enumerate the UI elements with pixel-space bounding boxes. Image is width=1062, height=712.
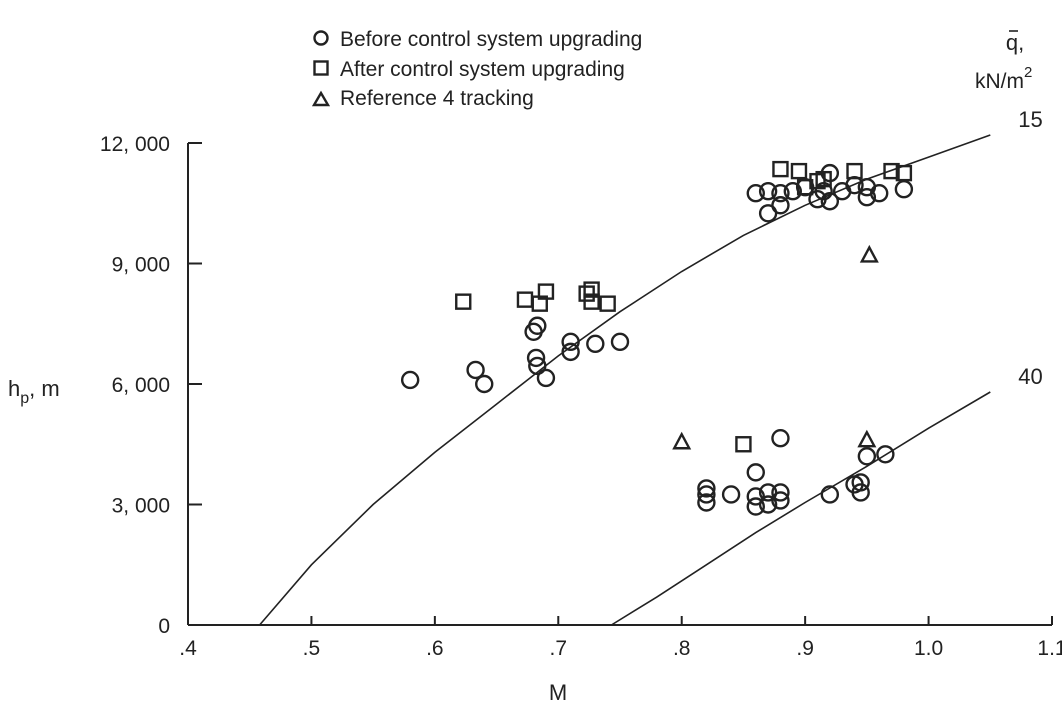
y-tick-label: 3, 000: [112, 495, 170, 518]
legend: Before control system upgrading After co…: [311, 28, 642, 110]
circle-marker: [783, 181, 802, 201]
y-tick-label: 0: [158, 615, 170, 638]
circle-marker: [610, 332, 630, 352]
circle-marker: [758, 181, 778, 201]
circle-marker: [475, 374, 494, 394]
circle-marker: [536, 368, 556, 388]
x-tick-label: .9: [796, 637, 814, 660]
x-tick-label: .4: [179, 637, 197, 660]
triangle-marker: [859, 244, 879, 263]
curve-label-15: 15: [1018, 107, 1042, 132]
circle-marker: [771, 196, 790, 215]
triangle-marker: [857, 429, 877, 448]
square-marker: [815, 170, 832, 188]
circle-marker: [561, 332, 580, 352]
circle-marker: [771, 184, 790, 203]
y-axis-title: hp, m: [8, 376, 60, 407]
circle-marker: [526, 348, 546, 368]
data-markers: [400, 160, 914, 516]
square-marker: [846, 162, 863, 180]
square-marker: [599, 295, 616, 312]
triangle-marker: [672, 431, 692, 450]
circle-marker: [876, 445, 895, 464]
x-axis-title: M: [549, 680, 567, 705]
legend-circle-marker: [313, 30, 329, 46]
circle-marker: [870, 184, 889, 203]
curve-q-40: [610, 391, 991, 626]
axes: .4 .5 .6 .7 .8 .9 1.0 1.1 0 3, 000 6, 000 9, 000 12,…: [100, 133, 1062, 660]
x-tick-label: 1.1: [1037, 637, 1062, 660]
circle-marker: [771, 429, 790, 448]
x-tick-label: .6: [426, 637, 444, 660]
circle-marker: [758, 495, 778, 514]
circle-marker: [851, 483, 870, 502]
square-marker: [516, 291, 534, 308]
axis-titles: hp, m M: [8, 376, 567, 705]
square-marker: [895, 164, 913, 182]
circle-marker: [697, 485, 716, 504]
square-marker: [583, 281, 600, 298]
curve-label-40: 40: [1018, 364, 1042, 389]
circle-marker: [894, 179, 914, 199]
x-tick-label: 1.0: [914, 637, 943, 660]
y-tick-label: 9, 000: [112, 254, 170, 277]
square-marker: [883, 162, 900, 180]
circle-marker: [851, 473, 870, 492]
y-tick-label: 12, 000: [100, 133, 170, 156]
legend-item-before: Before control system upgrading: [313, 28, 642, 51]
square-marker: [772, 160, 789, 178]
circle-marker: [820, 485, 840, 504]
q-unit-label: kN/m2: [975, 64, 1032, 93]
q-bar-symbol: q,: [1006, 30, 1024, 55]
circle-marker: [697, 493, 716, 512]
x-tick-label: .5: [303, 637, 321, 660]
circle-marker: [746, 497, 765, 516]
circle-marker: [528, 356, 547, 376]
legend-item-after: After control system upgrading: [313, 58, 625, 81]
legend-label-reference: Reference 4 tracking: [340, 87, 534, 110]
x-tick-label: .7: [550, 637, 568, 660]
legend-label-before: Before control system upgrading: [340, 28, 642, 51]
curve-q-15: [258, 134, 991, 626]
circle-marker: [746, 463, 765, 482]
circle-marker: [561, 342, 580, 362]
circle-marker: [771, 491, 790, 510]
legend-triangle-marker: [311, 90, 331, 107]
square-marker: [537, 283, 555, 300]
circle-marker: [466, 360, 485, 380]
legend-square-marker: [313, 60, 329, 76]
circle-marker: [746, 184, 765, 203]
square-marker: [790, 162, 808, 180]
y-tick-label: 6, 000: [112, 374, 170, 397]
circle-marker: [586, 334, 605, 354]
square-marker: [583, 293, 600, 310]
square-marker: [735, 436, 752, 453]
x-tick-label: .8: [673, 637, 691, 660]
circle-marker: [820, 192, 840, 211]
circle-marker: [528, 316, 547, 335]
circle-marker: [857, 447, 877, 466]
legend-label-after: After control system upgrading: [340, 58, 625, 81]
circle-marker: [400, 370, 420, 390]
circle-marker: [721, 485, 741, 504]
curve-parameter-legend: q, kN/m2: [975, 30, 1032, 93]
circle-marker: [697, 479, 716, 498]
circle-marker: [771, 483, 790, 502]
legend-item-reference: Reference 4 tracking: [311, 87, 534, 110]
square-marker: [455, 293, 472, 310]
circle-marker: [857, 188, 877, 207]
